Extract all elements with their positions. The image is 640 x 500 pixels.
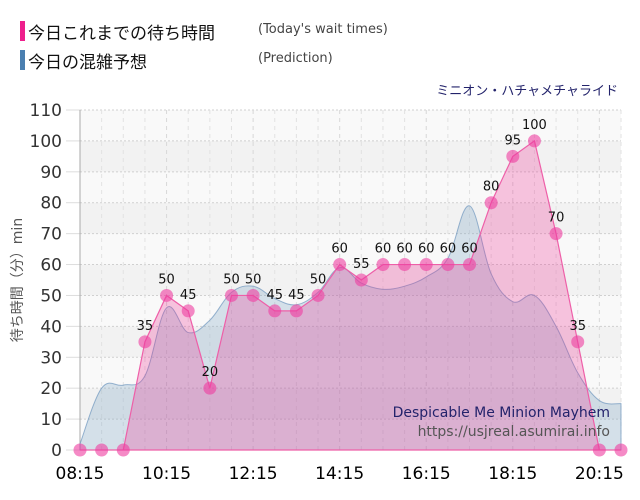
x-tick-label: 14:15 xyxy=(315,464,364,484)
data-label: 100 xyxy=(522,118,547,133)
data-label: 60 xyxy=(396,242,413,257)
data-point[interactable] xyxy=(203,381,217,395)
data-point[interactable] xyxy=(592,443,606,457)
legend-label-jp: 今日これまでの待ち時間 xyxy=(28,23,215,44)
ride-name: ミニオン・ハチャメチャライド xyxy=(436,84,618,99)
data-point[interactable] xyxy=(376,258,390,272)
y-tick-label: 20 xyxy=(40,379,62,399)
y-tick-label: 0 xyxy=(51,441,62,461)
data-point[interactable] xyxy=(506,149,520,163)
y-tick-label: 90 xyxy=(40,163,62,183)
data-point[interactable] xyxy=(116,443,130,457)
legend-swatch-blue xyxy=(20,50,25,70)
data-point[interactable] xyxy=(571,335,585,349)
data-label: 45 xyxy=(288,288,305,303)
data-points xyxy=(73,134,628,457)
data-label: 80 xyxy=(483,180,500,195)
data-point[interactable] xyxy=(268,304,282,318)
data-label: 35 xyxy=(569,319,586,334)
data-point[interactable] xyxy=(246,288,260,302)
legend-label-jp: 今日の混雑予想 xyxy=(28,52,147,73)
data-label: 95 xyxy=(505,133,522,148)
data-label: 70 xyxy=(548,211,565,226)
y-tick-label: 100 xyxy=(30,132,62,152)
data-point[interactable] xyxy=(333,258,347,272)
y-axis: 0 10 20 30 40 50 60 70 80 90 100 110 xyxy=(30,101,62,461)
data-point[interactable] xyxy=(398,258,412,272)
data-point[interactable] xyxy=(224,288,238,302)
data-point[interactable] xyxy=(95,443,109,457)
data-point[interactable] xyxy=(289,304,303,318)
x-tick-label: 08:15 xyxy=(56,464,105,484)
data-label: 20 xyxy=(202,365,219,380)
data-point[interactable] xyxy=(484,196,498,210)
data-label: 60 xyxy=(331,242,348,257)
legend-label-en: (Today's wait times) xyxy=(258,22,388,37)
y-tick-label: 110 xyxy=(30,101,62,121)
data-label: 60 xyxy=(418,242,435,257)
x-axis: 08:15 10:15 12:15 14:15 16:15 18:15 20:15 xyxy=(56,464,624,484)
x-tick-label: 18:15 xyxy=(488,464,537,484)
y-tick-label: 70 xyxy=(40,225,62,245)
data-point[interactable] xyxy=(527,134,541,148)
y-tick-label: 30 xyxy=(40,348,62,368)
y-tick-label: 10 xyxy=(40,410,62,430)
data-point[interactable] xyxy=(73,443,87,457)
grid-bands xyxy=(80,110,621,450)
watermark-title: Despicable Me Minion Mayhem xyxy=(393,405,610,421)
data-point[interactable] xyxy=(419,258,433,272)
gridlines xyxy=(66,109,622,451)
x-tick-label: 10:15 xyxy=(142,464,191,484)
x-tick-label: 12:15 xyxy=(229,464,278,484)
data-label: 50 xyxy=(158,272,175,287)
data-point[interactable] xyxy=(614,443,628,457)
watermark-url: https://usjreal.asumirai.info xyxy=(418,424,610,440)
data-point[interactable] xyxy=(441,258,455,272)
data-point[interactable] xyxy=(549,227,563,241)
legend-swatch-pink xyxy=(20,21,25,41)
data-label: 45 xyxy=(180,288,197,303)
data-point[interactable] xyxy=(354,273,368,287)
data-label: 45 xyxy=(266,288,283,303)
data-label: 50 xyxy=(310,272,327,287)
data-point[interactable] xyxy=(463,258,477,272)
y-tick-label: 40 xyxy=(40,317,62,337)
data-label: 60 xyxy=(375,242,392,257)
y-axis-label: 待ち時間（分）min xyxy=(10,218,26,342)
data-point[interactable] xyxy=(160,288,174,302)
x-tick-label: 16:15 xyxy=(402,464,451,484)
y-tick-label: 60 xyxy=(40,256,62,276)
data-point[interactable] xyxy=(311,288,325,302)
legend-label-en: (Prediction) xyxy=(258,51,333,66)
data-label: 60 xyxy=(461,242,478,257)
data-label: 50 xyxy=(245,272,262,287)
x-tick-label: 20:15 xyxy=(575,464,624,484)
data-point[interactable] xyxy=(181,304,195,318)
data-label: 50 xyxy=(223,272,240,287)
data-label: 55 xyxy=(353,257,370,272)
data-point[interactable] xyxy=(138,335,152,349)
legend-item-today[interactable]: 今日これまでの待ち時間 xyxy=(20,20,215,44)
y-tick-label: 50 xyxy=(40,286,62,306)
y-tick-label: 80 xyxy=(40,194,62,214)
legend-item-prediction[interactable]: 今日の混雑予想 xyxy=(20,49,147,73)
data-label: 60 xyxy=(440,242,457,257)
data-label: 35 xyxy=(137,319,154,334)
